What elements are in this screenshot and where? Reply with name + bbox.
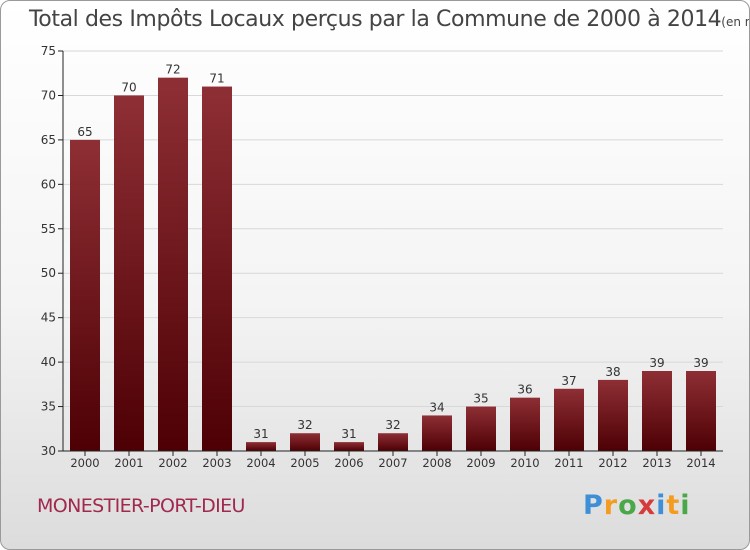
x-tick-label: 2011	[554, 456, 583, 470]
bar	[466, 406, 496, 451]
bar-value-label: 31	[253, 427, 268, 441]
y-tick-label: 45	[41, 311, 56, 325]
bar	[422, 415, 452, 451]
bar-value-label: 70	[121, 80, 136, 94]
bar	[70, 139, 100, 451]
y-tick-label: 55	[41, 222, 56, 236]
bar	[510, 397, 540, 451]
logo-letter: i	[680, 490, 691, 521]
labels: 30 35 40 45 50 55 60 65 70 75 65 2000 70 2001 72 2002 71…	[41, 44, 716, 470]
y-tick-label: 30	[41, 444, 56, 458]
bar-value-label: 36	[517, 383, 532, 397]
bar	[246, 442, 276, 451]
x-tick-label: 2014	[686, 456, 715, 470]
bar	[158, 77, 188, 452]
y-tick-label: 50	[41, 266, 56, 280]
bar-value-label: 71	[209, 72, 224, 86]
bar	[202, 86, 232, 452]
bar	[642, 371, 672, 451]
logo-letter: r	[603, 490, 619, 521]
bar-value-label: 32	[385, 418, 400, 432]
axes	[58, 50, 723, 456]
y-tick-label: 35	[41, 400, 56, 414]
x-tick-label: 2005	[290, 456, 319, 470]
bar-value-label: 31	[341, 427, 356, 441]
bar	[114, 95, 144, 451]
x-tick-label: 2003	[202, 456, 231, 470]
y-tick-label: 40	[41, 355, 56, 369]
proxiti-logo: Proxiti	[583, 490, 691, 521]
bar	[334, 442, 364, 451]
bar	[554, 388, 584, 451]
bar-value-label: 32	[297, 418, 312, 432]
logo-letter: i	[656, 490, 667, 521]
bar	[686, 371, 716, 451]
bar-value-label: 38	[605, 365, 620, 379]
x-tick-label: 2002	[158, 456, 187, 470]
y-tick-label: 75	[41, 44, 56, 58]
bars	[70, 77, 716, 452]
x-tick-label: 2009	[466, 456, 495, 470]
logo-letter: P	[583, 490, 604, 521]
commune-name: MONESTIER-PORT-DIEU	[37, 495, 245, 517]
x-tick-label: 2013	[642, 456, 671, 470]
bar-value-label: 37	[561, 374, 576, 388]
bar	[378, 433, 408, 451]
x-tick-label: 2004	[246, 456, 275, 470]
x-tick-label: 2012	[598, 456, 627, 470]
logo-letter: o	[618, 490, 638, 521]
bar-value-label: 35	[473, 392, 488, 406]
logo-letter: x	[637, 490, 657, 521]
y-tick-label: 70	[41, 88, 56, 102]
bar	[290, 433, 320, 451]
x-tick-label: 2008	[422, 456, 451, 470]
chart-title-text: Total des Impôts Locaux perçus par la Co…	[29, 7, 722, 32]
bar-value-label: 72	[165, 63, 180, 77]
x-tick-label: 2010	[510, 456, 539, 470]
x-tick-label: 2006	[334, 456, 363, 470]
bar-value-label: 65	[77, 125, 92, 139]
chart-title: Total des Impôts Locaux perçus par la Co…	[29, 7, 749, 32]
x-tick-label: 2007	[378, 456, 407, 470]
bar-value-label: 39	[649, 356, 664, 370]
x-tick-label: 2001	[114, 456, 143, 470]
x-tick-label: 2000	[70, 456, 99, 470]
chart-title-unit: (en milliers d'€)	[721, 15, 749, 29]
bar	[598, 379, 628, 451]
y-tick-label: 65	[41, 133, 56, 147]
logo-letter: t	[666, 490, 681, 521]
bar-value-label: 39	[693, 356, 708, 370]
bar-value-label: 34	[429, 400, 444, 414]
y-tick-label: 60	[41, 177, 56, 191]
